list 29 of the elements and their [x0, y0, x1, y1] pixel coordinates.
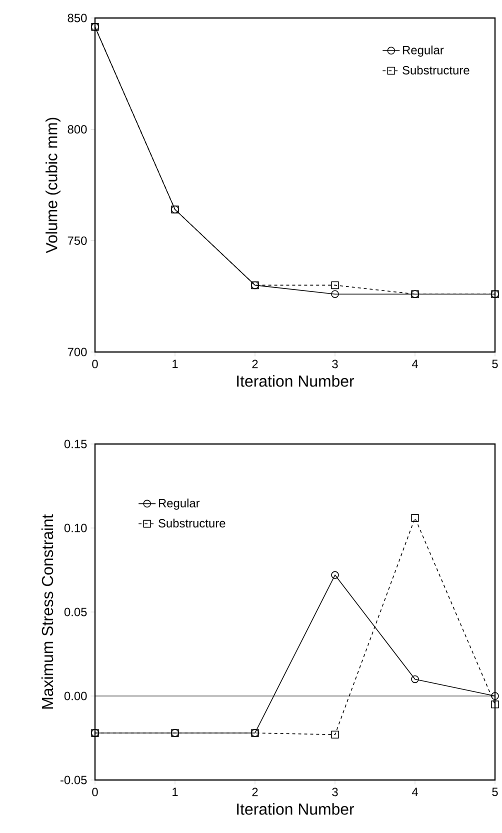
y-tick-label: 700: [68, 348, 87, 356]
x-axis-title: Iteration Number: [237, 803, 354, 815]
legend-label: Regular: [403, 46, 444, 57]
y-tick-label: 850: [68, 14, 87, 22]
x-tick-label: 5: [492, 360, 498, 368]
y-axis-title: Volume (cubic mm): [46, 118, 60, 254]
y-tick-label: 0.15: [64, 440, 87, 448]
x-tick-label: 3: [332, 360, 338, 368]
legend-label: Substructure: [158, 518, 226, 528]
legend-label: Regular: [158, 498, 200, 510]
y-axis-title: Maximum Stress Constraint: [41, 514, 54, 709]
x-tick-label: 2: [252, 788, 258, 796]
x-tick-label: 5: [492, 788, 498, 796]
x-axis-title: Iteration Number: [237, 375, 354, 387]
y-tick-label: -0.05: [60, 776, 87, 784]
x-tick-label: 4: [412, 788, 418, 796]
x-tick-label: 4: [412, 360, 418, 368]
y-tick-label: 0.00: [64, 692, 87, 700]
y-tick-label: 0.05: [64, 608, 87, 616]
y-tick-label: 750: [68, 236, 87, 245]
legend-label: Substructure: [402, 66, 470, 74]
y-tick-label: 0.10: [64, 524, 87, 532]
x-tick-label: 2: [252, 360, 258, 368]
x-tick-label: 3: [332, 788, 338, 796]
x-tick-label: 0: [92, 788, 98, 796]
x-tick-label: 0: [92, 360, 98, 368]
y-tick-label: 800: [68, 125, 87, 134]
x-tick-label: 1: [172, 360, 178, 368]
x-tick-label: 1: [172, 788, 178, 796]
